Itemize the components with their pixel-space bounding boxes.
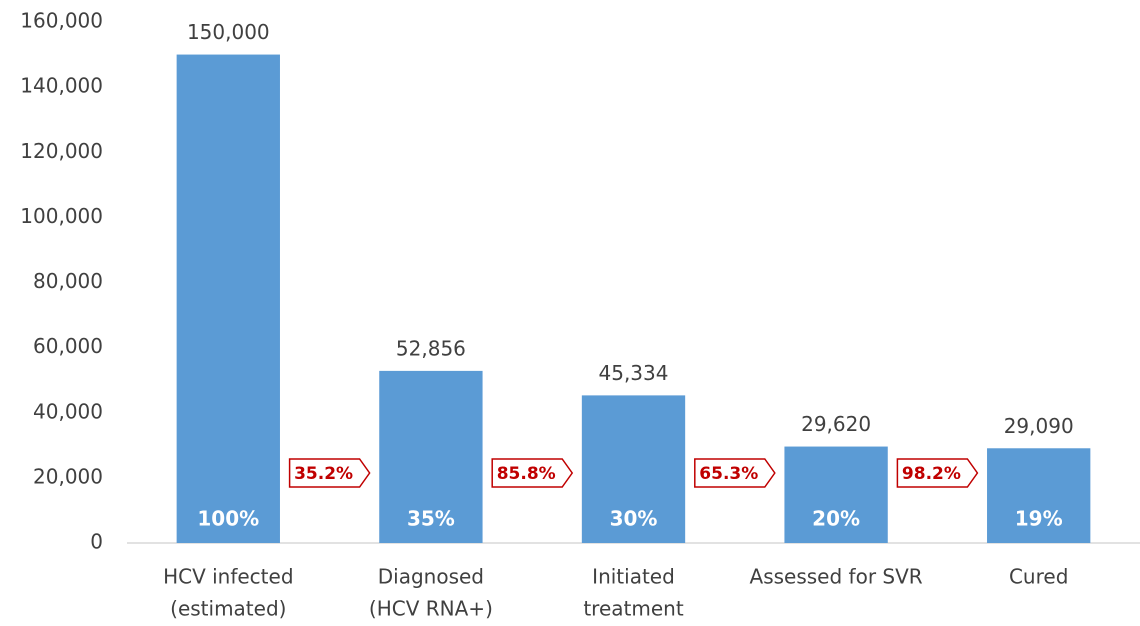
conversion-arrow (694, 458, 776, 488)
conversion-label: 98.2% (902, 464, 961, 484)
conversion-arrow (491, 458, 574, 488)
x-tick-label: Cured (1009, 565, 1068, 589)
value-label: 29,090 (1004, 414, 1074, 438)
conversion-label: 65.3% (699, 464, 758, 484)
bar (176, 54, 280, 543)
y-tick-label: 20,000 (33, 464, 103, 488)
bar (987, 448, 1091, 543)
bar (379, 370, 483, 543)
percent-label: 19% (1015, 507, 1063, 531)
value-label: 52,856 (396, 336, 466, 360)
x-tick-label: treatment (583, 597, 683, 621)
percent-label: 30% (610, 507, 658, 531)
y-tick-label: 120,000 (20, 139, 103, 163)
value-label: 150,000 (187, 20, 270, 44)
percent-label: 100% (197, 507, 259, 531)
y-tick-label: 60,000 (33, 334, 103, 358)
bar (581, 395, 686, 543)
percent-label: 20% (812, 507, 860, 531)
y-tick-label: 40,000 (33, 399, 103, 423)
y-tick-label: 160,000 (20, 9, 103, 33)
value-label: 29,620 (801, 412, 871, 436)
conversion-label: 85.8% (497, 464, 556, 484)
conversion-label: 35.2% (294, 464, 353, 484)
bar (784, 446, 888, 543)
percent-label: 35% (407, 507, 455, 531)
x-tick-label: HCV infected (163, 565, 293, 589)
value-label: 45,334 (599, 361, 669, 385)
y-tick-label: 100,000 (20, 204, 103, 228)
y-tick-label: 0 (90, 530, 103, 554)
conversion-arrow (288, 458, 371, 488)
conversion-arrow (896, 458, 979, 488)
y-tick-label: 80,000 (33, 269, 103, 293)
x-tick-label: Assessed for SVR (750, 565, 923, 589)
x-tick-label: Initiated (592, 565, 675, 589)
x-tick-label: (HCV RNA+) (369, 597, 493, 621)
y-tick-label: 140,000 (20, 74, 103, 98)
x-tick-label: (estimated) (170, 597, 286, 621)
x-tick-label: Diagnosed (378, 565, 484, 589)
